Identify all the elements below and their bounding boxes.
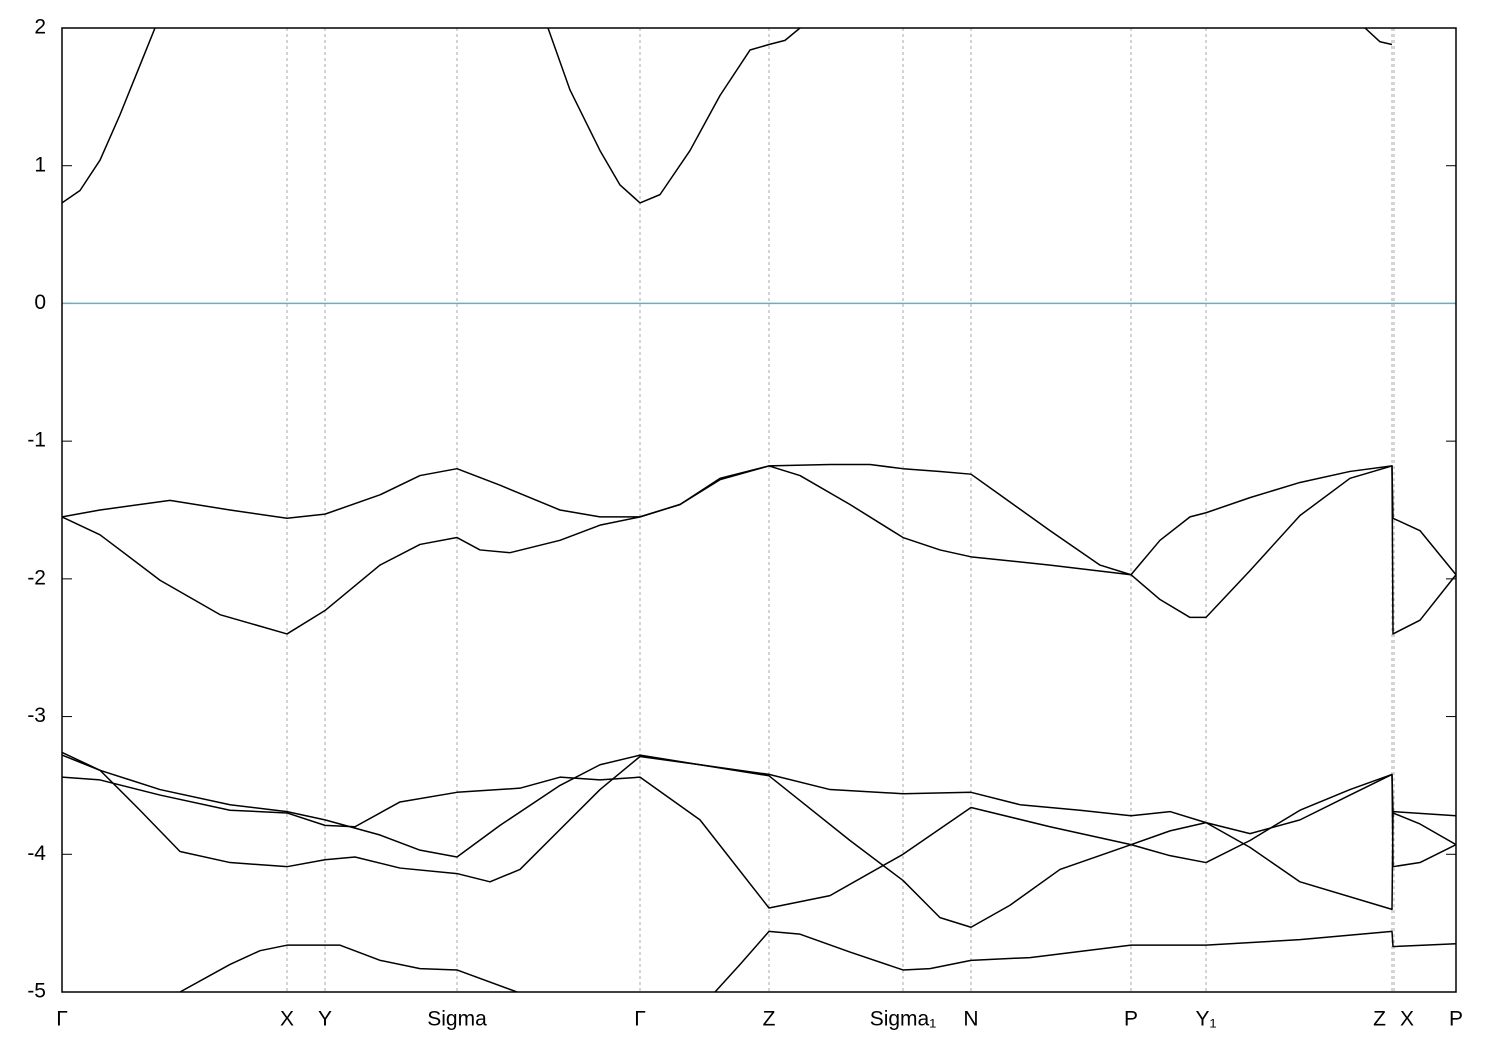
plot-frame (61, 27, 1457, 993)
band-line (62, 776, 1456, 911)
band-line (179, 944, 518, 992)
band-line (62, 28, 156, 204)
x-tick-label: Z (1373, 1008, 1386, 1031)
x-tick-label: Sigma (427, 1008, 487, 1031)
y-tick-label: 1 (34, 153, 46, 176)
x-tick-label: P (1449, 1008, 1463, 1031)
band-line (547, 28, 801, 204)
plot-area (62, 28, 1456, 992)
band-line (62, 751, 1456, 929)
y-tick-label: -2 (27, 566, 46, 589)
band-line (1364, 28, 1393, 46)
band-line (62, 754, 1456, 858)
x-tick-label: P (1124, 1008, 1138, 1031)
y-tick-label: -3 (27, 704, 46, 727)
y-tick-label: 2 (34, 16, 46, 39)
x-tick-label: X (1400, 1008, 1414, 1031)
x-tick-label: Γ (634, 1008, 646, 1031)
x-tick-label: X (280, 1008, 294, 1031)
x-tick-label: Γ (56, 1008, 68, 1031)
x-tick-label: N (963, 1008, 978, 1031)
y-tick-label: -1 (27, 429, 46, 452)
band-line (62, 463, 1456, 576)
y-tick-label: -5 (27, 980, 46, 1003)
x-tick-label: Sigma₁ (870, 1008, 937, 1031)
band-line (62, 465, 1456, 635)
y-tick-label: -4 (27, 842, 46, 865)
y-tick-label: 0 (34, 291, 46, 314)
x-tick-label: Y₁ (1195, 1008, 1216, 1031)
x-tick-label: Z (763, 1008, 776, 1031)
band-line (714, 930, 1456, 992)
x-tick-label: Y (318, 1008, 332, 1031)
